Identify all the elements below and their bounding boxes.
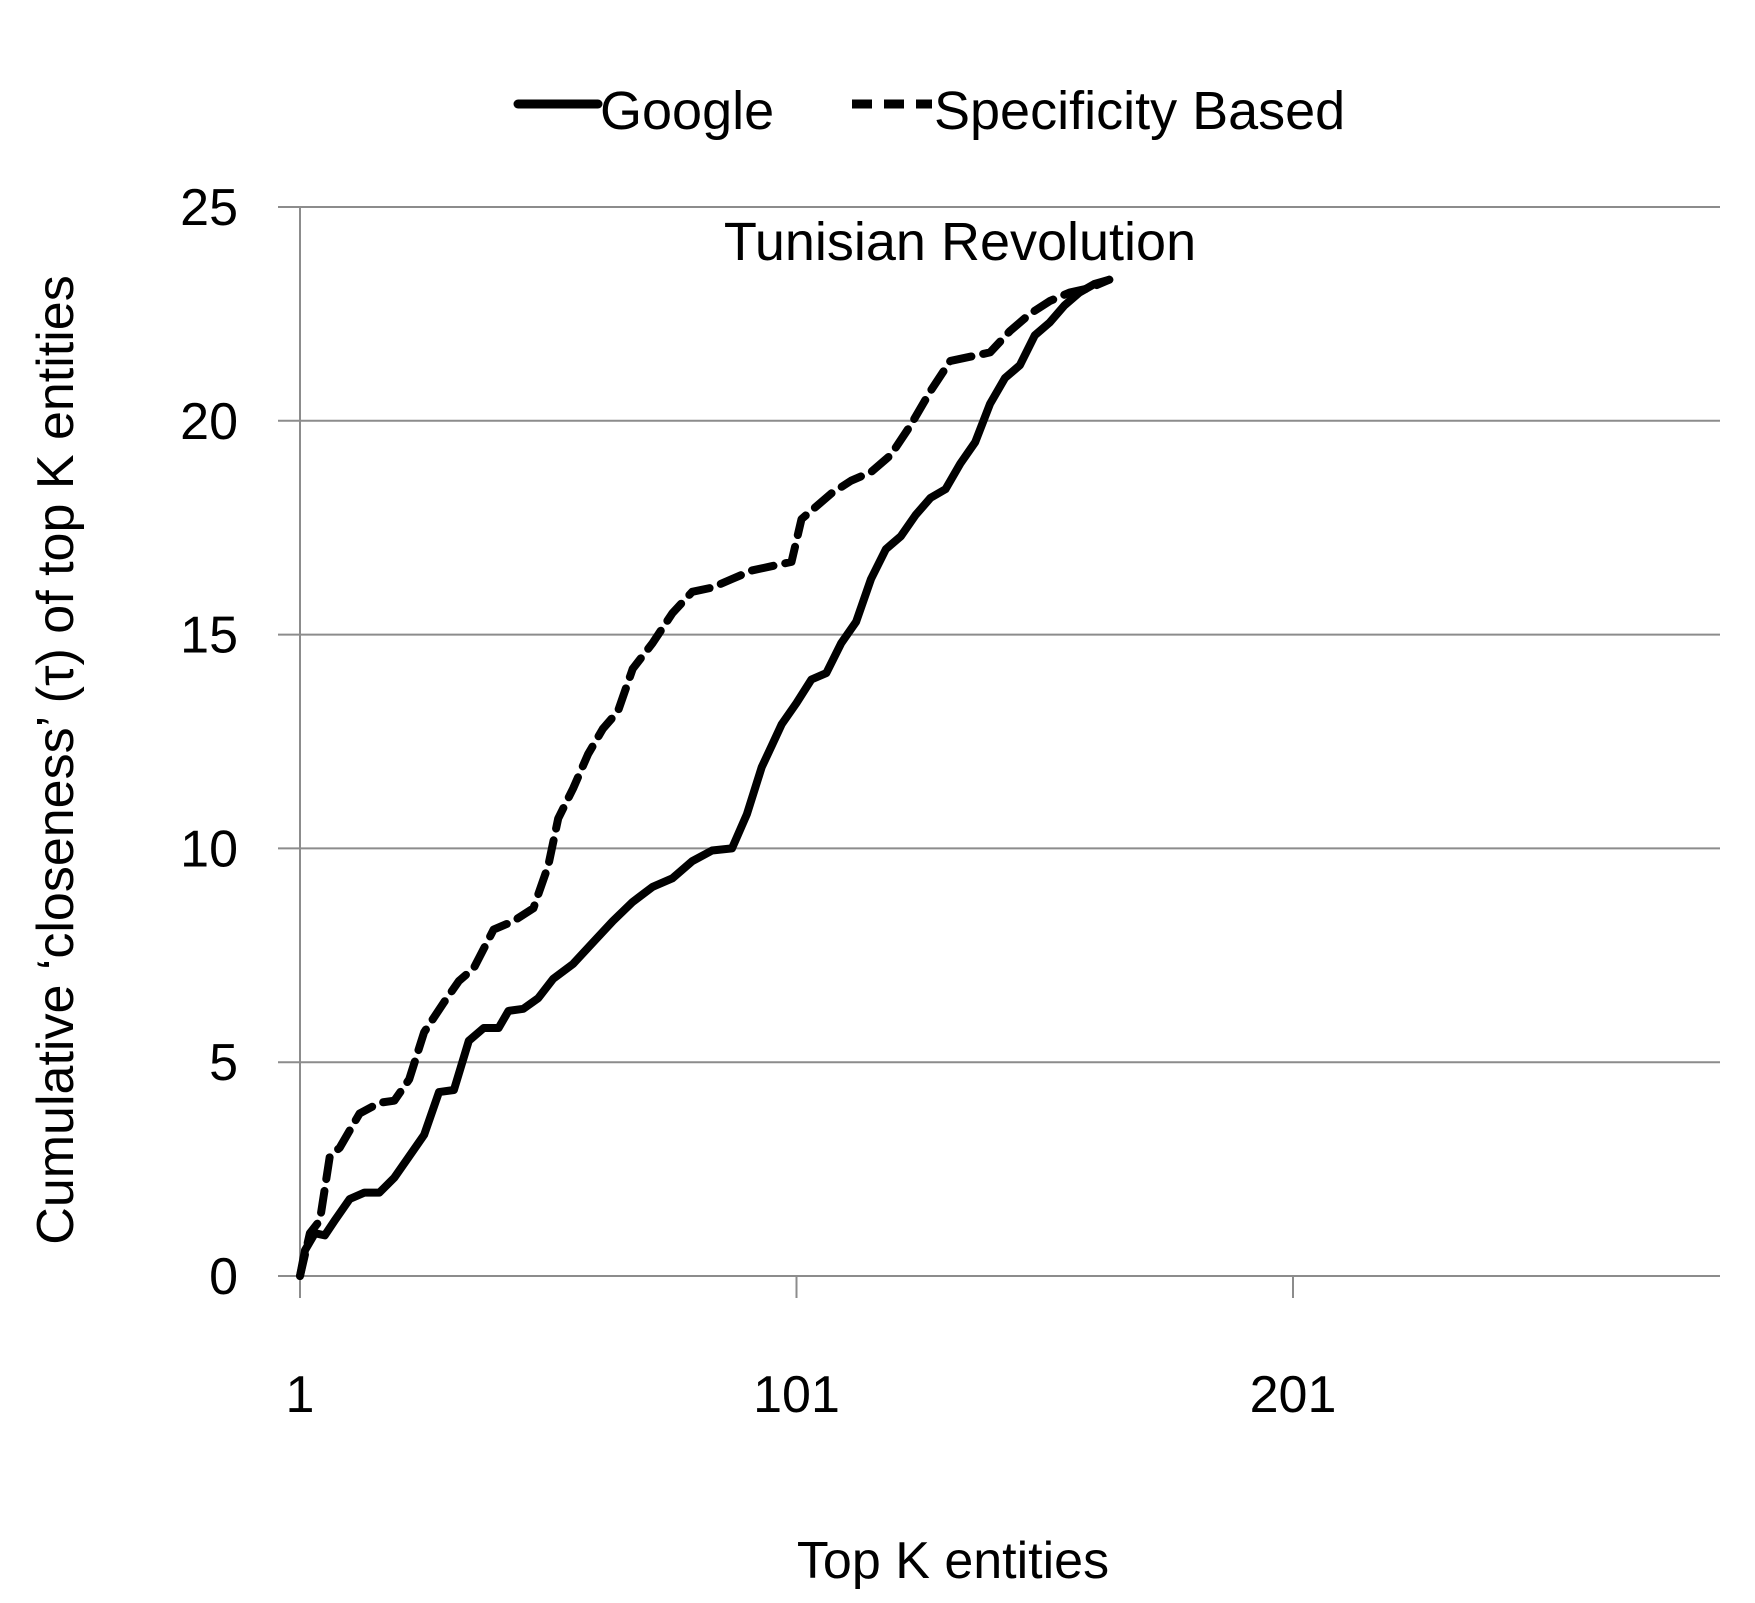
y-axis-title: Cumulative ‘closeness’ (τ) of top K enti…	[27, 275, 85, 1244]
legend-label-google: Google	[600, 81, 774, 141]
x-tick-label: 1	[286, 1366, 315, 1424]
y-tick-label: 20	[180, 393, 238, 451]
series-line-google	[296, 275, 1114, 1280]
series-line-specificity-based	[296, 275, 1114, 1280]
legend: Google Specificity Based	[513, 81, 1345, 141]
y-tick-label: 5	[209, 1034, 238, 1092]
series-lines	[296, 275, 1114, 1280]
x-tick-label: 101	[753, 1366, 840, 1424]
y-tick-label: 0	[209, 1248, 238, 1306]
y-tick-label: 15	[180, 607, 238, 665]
x-tick-label: 201	[1250, 1366, 1337, 1424]
y-axis-tick-labels: 0 5 10 15 20 25	[180, 179, 238, 1306]
x-axis-tick-labels: 1 101 201	[286, 1366, 1337, 1424]
axes	[278, 207, 1720, 1298]
gridlines	[278, 206, 1720, 1064]
y-tick-label: 25	[180, 179, 238, 237]
x-axis-title: Top K entities	[797, 1532, 1109, 1590]
legend-label-specificity-based: Specificity Based	[934, 81, 1345, 141]
chart-title: Tunisian Revolution	[724, 212, 1196, 272]
y-tick-label: 10	[180, 820, 238, 878]
